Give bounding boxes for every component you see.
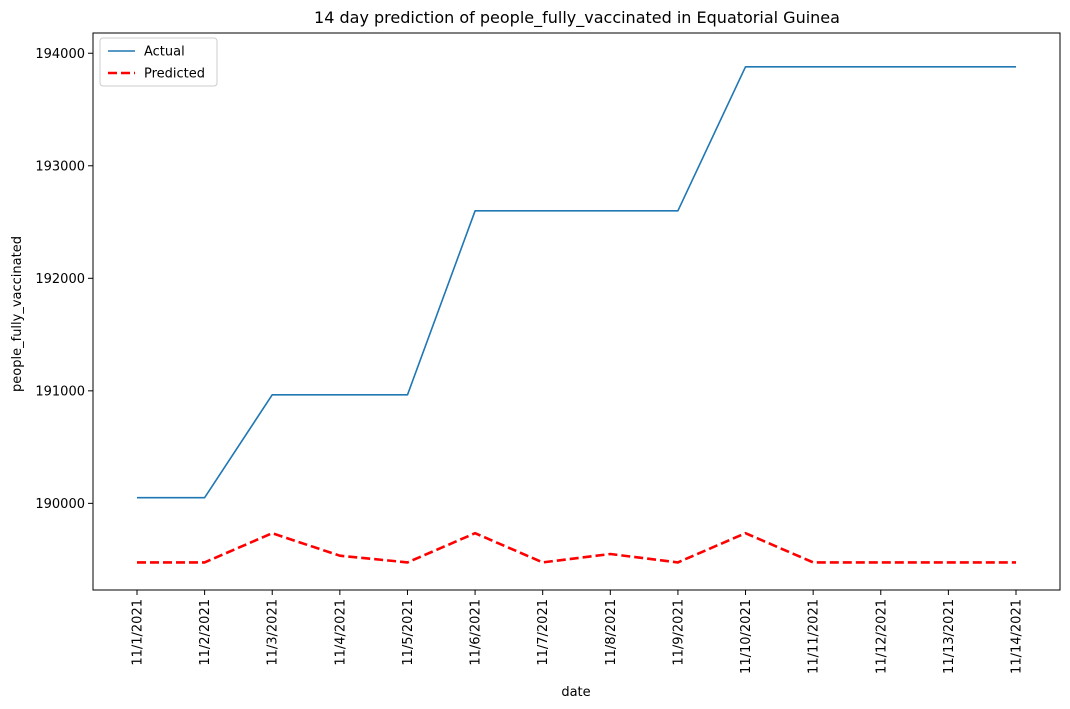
x-tick-label: 11/3/2021 (266, 599, 281, 666)
x-tick-label: 11/14/2021 (1010, 599, 1025, 674)
x-axis-label: date (561, 685, 590, 700)
legend-label-actual: Actual (144, 45, 185, 60)
chart-title: 14 day prediction of people_fully_vaccin… (314, 8, 840, 28)
x-tick-label: 11/9/2021 (671, 599, 686, 666)
legend-label-predicted: Predicted (144, 67, 205, 82)
y-axis-label: people_fully_vaccinated (10, 236, 25, 392)
x-axis: 11/1/2021 11/2/2021 11/3/2021 11/4/2021 11/5… (131, 590, 1025, 674)
plot-area (92, 32, 1061, 591)
plot-frame (92, 32, 1061, 591)
y-tick-label: 192000 (35, 272, 85, 287)
series-layer (137, 66, 1016, 564)
x-tick-label: 11/2/2021 (198, 599, 213, 666)
legend: Actual Predicted (99, 37, 218, 87)
x-tick-label: 11/10/2021 (739, 599, 754, 674)
x-tick-label: 11/13/2021 (942, 599, 957, 674)
series-line-predicted (137, 531, 1016, 564)
x-tick-label: 11/6/2021 (469, 599, 484, 666)
x-tick-label: 11/12/2021 (874, 599, 889, 674)
y-tick-label: 193000 (35, 159, 85, 174)
x-tick-label: 11/4/2021 (333, 599, 348, 666)
y-tick-label: 191000 (35, 384, 85, 399)
x-tick-label: 11/1/2021 (131, 599, 146, 666)
x-tick-label: 11/7/2021 (536, 599, 551, 666)
y-axis: 190000 191000 192000 193000 194000 (35, 47, 93, 512)
x-tick-label: 11/11/2021 (807, 599, 822, 674)
x-tick-label: 11/5/2021 (401, 599, 416, 666)
series-line-actual (137, 66, 1016, 499)
y-tick-label: 194000 (35, 47, 85, 62)
x-tick-label: 11/8/2021 (604, 599, 619, 666)
y-tick-label: 190000 (35, 497, 85, 512)
